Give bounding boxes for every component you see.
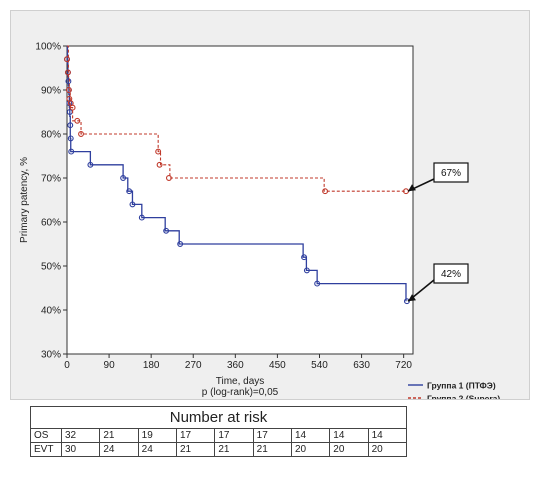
y-tick-label: 60% [41, 218, 61, 229]
x-tick-label: 540 [311, 360, 328, 371]
risk-cell: 21 [252, 442, 292, 457]
y-tick-label: 50% [41, 262, 61, 273]
risk-cell: 24 [99, 442, 139, 457]
risk-cell: 14 [329, 428, 369, 443]
censor-mark-1 [120, 175, 127, 181]
censor-mark-2 [155, 148, 162, 155]
censor-mark-1 [129, 201, 136, 208]
censor-mark-1 [314, 280, 321, 287]
chart-panel: 30% 40% 50% 60% 70% 80% 90% 100% 0 90 180 270 360 450… [10, 10, 530, 400]
risk-cell: 14 [290, 428, 331, 443]
y-axis-label: Primary patency, % [19, 157, 30, 243]
callout-arrowhead [407, 294, 416, 302]
censor-mark-1 [87, 161, 94, 168]
x-tick-label: 360 [227, 360, 244, 371]
callout-box [433, 263, 469, 284]
x-tick-label: 90 [104, 360, 116, 371]
risk-group-label: EVT [30, 442, 62, 457]
risk-cell: 17 [252, 428, 292, 443]
x-axis-label: Time, days [216, 376, 265, 387]
risk-cell: 30 [60, 442, 101, 457]
censor-mark-1 [138, 214, 145, 221]
km-chart: 30% 40% 50% 60% 70% 80% 90% 100% 0 90 180 270 360 450… [19, 42, 500, 400]
censor-mark-2 [165, 175, 172, 181]
risk-cell: 17 [214, 428, 254, 443]
y-tick-label: 30% [41, 350, 61, 361]
censor-mark-1 [68, 148, 75, 155]
censor-mark-1 [67, 135, 74, 142]
p-value-label: p (log-rank)=0,05 [202, 387, 279, 398]
plot-area [66, 45, 414, 355]
risk-group-label: OS [30, 428, 62, 443]
x-tick-label: 270 [185, 360, 202, 371]
risk-cell: 21 [175, 442, 216, 457]
risk-cell: 20 [290, 442, 331, 457]
censor-mark-2 [322, 188, 329, 195]
x-tick-label: 630 [353, 360, 370, 371]
censor-mark-2 [156, 161, 163, 168]
series-line-1 [66, 45, 407, 302]
censor-mark-1 [403, 298, 410, 305]
y-tick-label: 40% [41, 306, 61, 317]
censor-mark-1 [65, 78, 72, 85]
legend-label-1: Группа 1 (ПТФЭ) [427, 381, 496, 391]
censor-mark-2 [65, 87, 72, 93]
censor-mark-2 [64, 56, 70, 63]
risk-cell: 21 [214, 442, 254, 457]
censor-mark-2 [78, 131, 84, 137]
callout-label: 67% [441, 168, 461, 179]
x-tick-label: 180 [143, 360, 160, 371]
x-tick-label: 450 [269, 360, 286, 371]
censor-mark-2 [64, 69, 71, 76]
censor-mark-1 [163, 227, 170, 234]
x-tick-label: 720 [395, 360, 412, 371]
y-tick-label: 70% [41, 174, 61, 185]
risk-cell: 17 [175, 428, 216, 443]
censor-mark-2 [69, 104, 76, 111]
callout-arrowhead [407, 184, 416, 192]
censor-mark-1 [177, 241, 184, 247]
censor-mark-1 [303, 267, 310, 274]
legend-label-2: Группа 2 (Supera) [427, 394, 500, 400]
censor-mark-2 [74, 117, 81, 124]
risk-cell: 20 [367, 442, 408, 457]
risk-cell: 24 [137, 442, 177, 457]
censor-mark-1 [126, 188, 133, 195]
risk-cell: 32 [60, 428, 101, 443]
risk-cell: 20 [329, 442, 369, 457]
risk-cell: 19 [137, 428, 177, 443]
risk-row-os: OS 32 21 19 17 17 17 14 14 14 [30, 428, 408, 443]
number-at-risk-table: Number at risk OS 32 21 19 17 17 17 14 1… [30, 406, 408, 457]
censor-mark-1 [67, 122, 74, 129]
risk-row-evt: EVT 30 24 24 21 21 21 20 20 20 [30, 442, 408, 457]
callout-box [433, 162, 469, 183]
risk-table-title: Number at risk [30, 406, 407, 429]
censor-mark-1 [301, 254, 308, 261]
y-tick-label: 80% [41, 130, 61, 141]
risk-cell: 21 [99, 428, 139, 443]
x-tick-label: 0 [64, 360, 70, 371]
callout-label: 42% [441, 269, 461, 280]
risk-cell: 14 [367, 428, 408, 443]
y-tick-label: 90% [41, 86, 61, 97]
y-tick-label: 100% [35, 42, 61, 53]
